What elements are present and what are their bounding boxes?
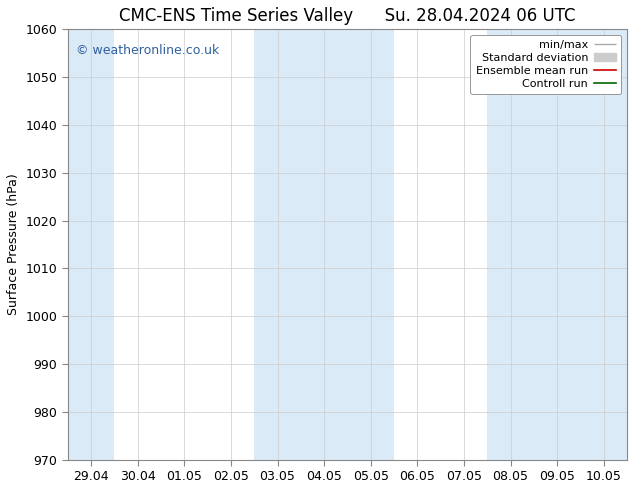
Bar (301, 29, 347, 460)
Bar (488, 29, 534, 460)
Legend: min/max, Standard deviation, Ensemble mean run, Controll run: min/max, Standard deviation, Ensemble me… (470, 35, 621, 94)
Bar (254, 29, 301, 460)
Bar (581, 29, 627, 460)
Title: CMC-ENS Time Series Valley      Su. 28.04.2024 06 UTC: CMC-ENS Time Series Valley Su. 28.04.202… (119, 7, 576, 25)
Bar (347, 29, 394, 460)
Text: © weatheronline.co.uk: © weatheronline.co.uk (76, 44, 219, 57)
Bar (68, 29, 114, 460)
Y-axis label: Surface Pressure (hPa): Surface Pressure (hPa) (7, 173, 20, 316)
Bar (534, 29, 581, 460)
